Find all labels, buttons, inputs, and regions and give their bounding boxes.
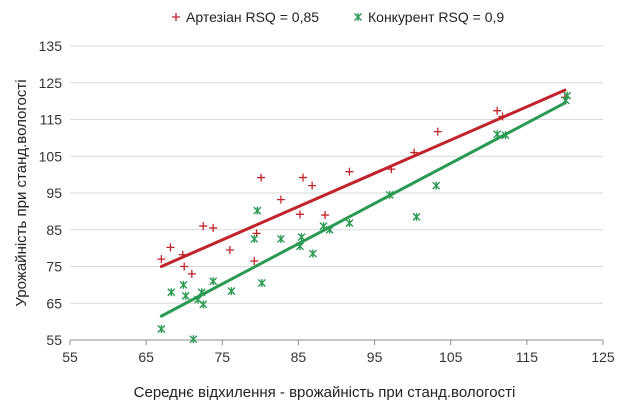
legend-marker — [354, 13, 362, 21]
data-point — [157, 255, 166, 264]
data-point — [178, 250, 187, 259]
data-point — [345, 167, 354, 176]
data-point — [180, 262, 189, 271]
y-tick-label: 55 — [46, 332, 62, 348]
data-point — [276, 195, 285, 204]
data-point — [189, 335, 198, 344]
data-point — [295, 242, 304, 251]
data-point — [493, 106, 502, 115]
data-point — [410, 148, 419, 157]
x-tick-label: 85 — [291, 349, 307, 365]
y-tick-label: 125 — [39, 75, 63, 91]
data-point — [297, 233, 306, 242]
trendline-2 — [159, 101, 567, 318]
data-point — [345, 219, 354, 228]
data-point — [498, 112, 507, 121]
data-point — [298, 173, 307, 182]
data-point — [321, 211, 330, 220]
data-point — [227, 287, 236, 296]
data-point — [253, 206, 262, 215]
legend-label: Артезіан RSQ = 0,85 — [186, 9, 319, 25]
legend-marker — [172, 13, 180, 21]
data-point — [166, 243, 175, 252]
data-point — [197, 288, 206, 297]
x-tick-label: 115 — [516, 349, 539, 365]
data-point — [257, 173, 266, 182]
data-point — [187, 269, 196, 278]
y-tick-labels: 55 65 75 85 95 105 115 125 135 — [39, 38, 63, 348]
data-point — [501, 131, 510, 140]
y-tick-label: 105 — [39, 148, 63, 164]
data-point — [276, 234, 285, 243]
data-point — [493, 130, 502, 139]
data-point — [385, 190, 394, 199]
y-tick-label: 115 — [40, 112, 63, 128]
y-tick-label: 135 — [39, 38, 63, 54]
data-point — [199, 222, 208, 231]
data-point — [179, 280, 188, 289]
data-point — [308, 249, 317, 258]
data-point — [225, 245, 234, 254]
gridlines — [70, 45, 603, 304]
x-tick-label: 105 — [439, 349, 463, 365]
data-point — [387, 165, 396, 174]
x-tick-label: 55 — [62, 349, 78, 365]
legend: Артезіан RSQ = 0,85 Конкурент RSQ = 0,9 — [172, 9, 504, 25]
data-point — [199, 300, 208, 309]
trendline-1 — [159, 88, 567, 268]
data-point — [432, 181, 441, 190]
y-axis-title: Урожайність при станд.вологості — [13, 79, 30, 306]
x-tick-label: 95 — [367, 349, 383, 365]
data-point — [209, 277, 218, 286]
data-point — [295, 210, 304, 219]
data-point — [250, 256, 259, 265]
x-tick-label: 65 — [138, 349, 154, 365]
x-tick-label: 75 — [214, 349, 230, 365]
data-point — [250, 234, 259, 243]
data-point — [157, 324, 166, 333]
data-point — [209, 223, 218, 232]
data-point — [433, 127, 442, 136]
data-point — [181, 291, 190, 300]
data-point — [412, 212, 421, 221]
y-tick-label: 85 — [46, 222, 62, 238]
y-tick-label: 95 — [46, 185, 62, 201]
data-point — [257, 279, 266, 288]
data-point — [308, 181, 317, 190]
data-point — [167, 288, 176, 297]
series-2 — [157, 91, 572, 344]
legend-label: Конкурент RSQ = 0,9 — [368, 9, 504, 25]
x-tick-label: 125 — [591, 349, 615, 365]
y-tick-label: 75 — [46, 259, 62, 275]
x-tick-labels: 55 65 75 85 95 105 115 125 — [62, 340, 615, 365]
data-point — [563, 91, 572, 100]
data-point — [325, 225, 334, 234]
y-tick-label: 65 — [46, 295, 62, 311]
data-point — [319, 222, 328, 231]
x-axis-title: Середнє відхилення - врожайність при ста… — [134, 384, 516, 401]
series-1 — [157, 88, 569, 278]
